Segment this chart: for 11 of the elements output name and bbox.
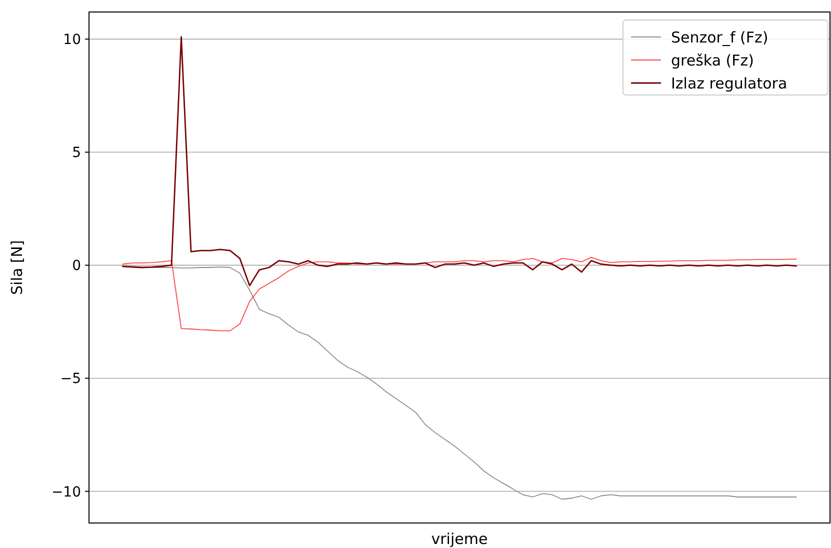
legend-label: Izlaz regulatora <box>671 74 788 92</box>
legend-label: greška (Fz) <box>671 51 754 70</box>
line-series <box>122 256 797 332</box>
y-tick-label: −5 <box>60 371 81 388</box>
y-tick-label: 5 <box>72 145 81 162</box>
y-tick-label: 10 <box>63 32 81 48</box>
y-axis-title: Sila [N] <box>8 240 26 295</box>
y-tick-label: 0 <box>72 258 81 274</box>
y-tick-label: −10 <box>51 484 81 500</box>
x-axis-title: vrijeme <box>431 530 488 548</box>
legend-label: Senzor_f (Fz) <box>671 28 768 46</box>
